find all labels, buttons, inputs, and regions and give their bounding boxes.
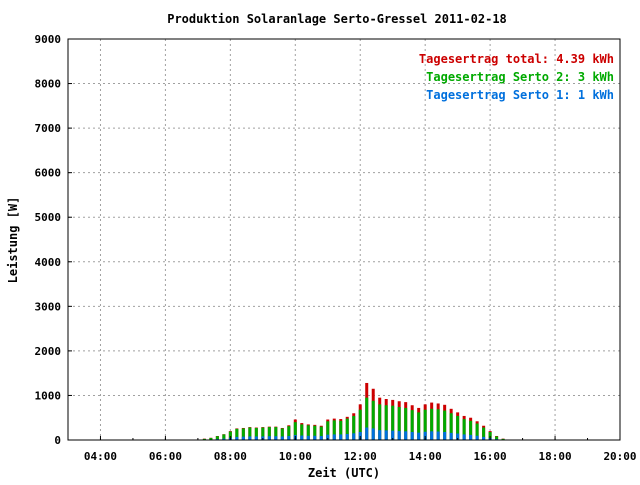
y-tick-label: 9000 [35,33,62,46]
legend-value: 3 kWh [578,70,614,84]
bar-serto1 [378,430,381,440]
legend-label: Tagesertrag Serto 1: [426,88,571,102]
bar-serto1 [320,436,323,440]
legend: Tagesertrag total: 4.39 kWh Tagesertrag S… [419,52,614,102]
bar-serto1 [300,436,303,440]
x-tick-label: 10:00 [279,450,312,463]
bar-serto1 [404,431,407,440]
bar-serto1 [398,431,401,440]
bar-serto1 [255,436,258,440]
bar-serto1 [385,430,388,440]
bar-serto1 [450,433,453,440]
x-tick-label: 14:00 [409,450,442,463]
bar-serto1 [463,434,466,440]
bar-serto1 [313,436,316,440]
y-tick-label: 3000 [35,300,62,313]
bar-serto1 [333,434,336,440]
bar-serto1 [268,436,271,440]
x-tick-label: 06:00 [149,450,182,463]
bar-serto1 [307,436,310,440]
legend-label: Tagesertrag Serto 2: [426,70,571,84]
y-tick-label: 2000 [35,345,62,358]
bar-serto1 [242,437,245,440]
y-tick-label: 4000 [35,256,62,269]
bar-serto1 [437,432,440,440]
bar-serto1 [281,436,284,440]
bar-serto1 [248,436,251,440]
bar-serto1 [287,436,290,440]
y-tick-label: 6000 [35,167,62,180]
bar-serto1 [365,428,368,440]
y-tick-label: 8000 [35,78,62,91]
x-tick-label: 20:00 [603,450,636,463]
y-tick-label: 7000 [35,122,62,135]
bar-serto1 [443,432,446,440]
legend-entry-serto1: Tagesertrag Serto 1: 1 kWh [426,88,614,102]
y-tick-label: 0 [54,434,61,447]
y-tick-label: 1000 [35,389,62,402]
bar-serto1 [411,432,414,440]
x-tick-label: 18:00 [538,450,571,463]
bar-serto1 [274,436,277,440]
bar-serto1 [339,434,342,440]
legend-value: 4.39 kWh [556,52,614,66]
bar-serto1 [476,436,479,440]
y-tick-label: 5000 [35,211,62,224]
chart-title: Produktion Solaranlage Serto-Gressel 201… [167,12,507,26]
bar-serto1 [352,433,355,440]
bar-serto1 [346,434,349,440]
x-tick-label: 16:00 [474,450,507,463]
x-axis-label: Zeit (UTC) [308,466,380,480]
legend-entry-serto2: Tagesertrag Serto 2: 3 kWh [426,70,614,84]
bar-serto1 [417,433,420,440]
legend-entry-total: Tagesertrag total: 4.39 kWh [419,52,614,66]
x-tick-label: 08:00 [214,450,247,463]
bar-serto1 [430,431,433,440]
legend-value: 1 kWh [578,88,614,102]
bar-serto1 [372,428,375,440]
legend-label: Tagesertrag total: [419,52,549,66]
y-axis-label: Leistung [W] [6,197,20,284]
x-tick-label: 12:00 [344,450,377,463]
bar-serto1 [469,435,472,440]
x-tick-label: 04:00 [84,450,117,463]
